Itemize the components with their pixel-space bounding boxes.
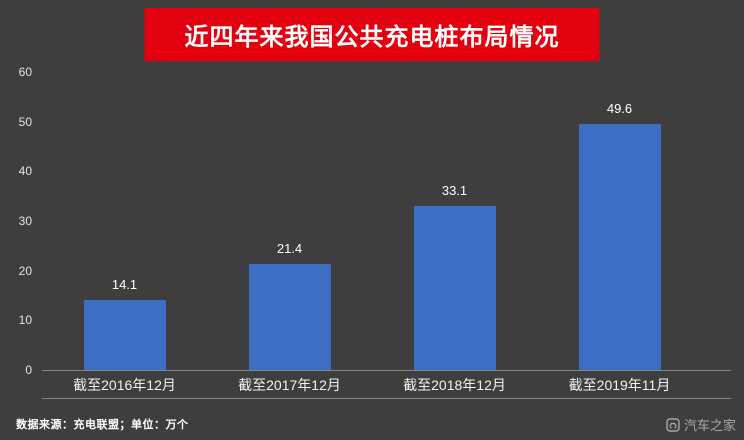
x-category-label: 截至2017年12月 — [238, 375, 341, 395]
bar-value-label: 21.4 — [277, 242, 302, 255]
x-category-label: 截至2016年12月 — [73, 375, 176, 395]
plot-area: 14.1 21.4 33.1 49.6 — [42, 72, 702, 370]
x-labels-row: 截至2016年12月 截至2017年12月 截至2018年12月 截至2019年11月 — [42, 371, 702, 398]
bar: 14.1 — [84, 300, 166, 370]
bar-value-label: 14.1 — [112, 278, 137, 291]
autohome-logo-icon — [666, 418, 680, 432]
bar: 49.6 — [579, 124, 661, 370]
data-source-note: 数据来源：充电联盟；单位：万个 — [16, 416, 189, 432]
bar: 33.1 — [414, 206, 496, 370]
chart-container: 近四年来我国公共充电桩布局情况 0 10 20 30 40 50 60 14.1 21.4 33… — [0, 0, 744, 440]
watermark: 汽车之家 — [666, 415, 736, 434]
y-tick-label: 30 — [19, 215, 32, 227]
bar-value-label: 49.6 — [607, 102, 632, 115]
y-tick-label: 10 — [19, 314, 32, 326]
bar-value-label: 33.1 — [442, 184, 467, 197]
y-axis: 0102030405060 — [0, 72, 36, 370]
y-tick-label: 50 — [19, 116, 32, 128]
x-axis-band: 截至2016年12月 截至2017年12月 截至2018年12月 截至2019年11月 — [42, 370, 731, 399]
x-category-label: 截至2019年11月 — [569, 375, 671, 395]
y-tick-label: 20 — [19, 265, 32, 277]
watermark-text: 汽车之家 — [684, 415, 736, 434]
chart-title: 近四年来我国公共充电桩布局情况 — [145, 8, 600, 61]
y-tick-label: 40 — [19, 165, 32, 177]
y-tick-label: 60 — [19, 66, 32, 78]
bar: 21.4 — [249, 264, 331, 370]
y-tick-label: 0 — [25, 364, 32, 376]
x-category-label: 截至2018年12月 — [403, 375, 506, 395]
